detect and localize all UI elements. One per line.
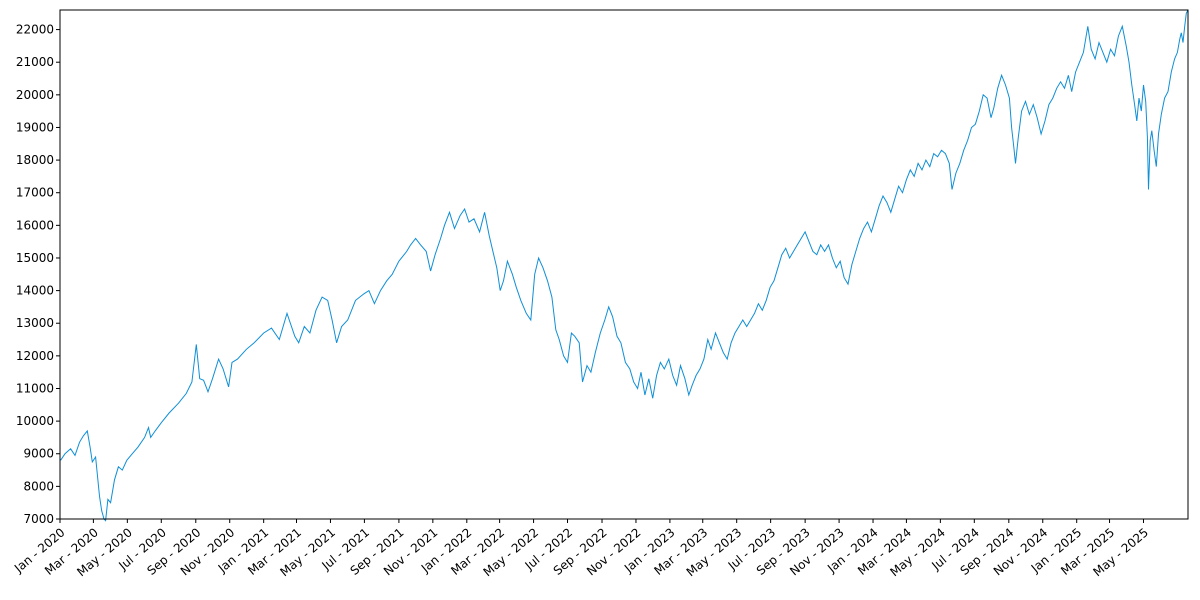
y-tick-label: 16000 (16, 218, 54, 232)
y-tick-label: 14000 (16, 284, 54, 298)
y-tick-label: 15000 (16, 251, 54, 265)
y-tick-label: 10000 (16, 414, 54, 428)
series-line (60, 9, 1189, 522)
y-tick-label: 20000 (16, 88, 54, 102)
y-axis: 7000 8000 9000 10000 11000 12000 13000 14000 150… (16, 23, 60, 526)
y-tick-label: 7000 (23, 512, 54, 526)
y-tick-label: 9000 (23, 447, 54, 461)
y-tick-label: 8000 (23, 479, 54, 493)
y-tick-label: 11000 (16, 381, 54, 395)
y-tick-label: 12000 (16, 349, 54, 363)
y-tick-label: 22000 (16, 23, 54, 37)
y-tick-label: 13000 (16, 316, 54, 330)
y-tick-label: 18000 (16, 153, 54, 167)
y-tick-label: 19000 (16, 120, 54, 134)
plot-frame (59, 9, 1189, 520)
y-tick-label: 21000 (16, 55, 54, 69)
y-tick-label: 17000 (16, 186, 54, 200)
